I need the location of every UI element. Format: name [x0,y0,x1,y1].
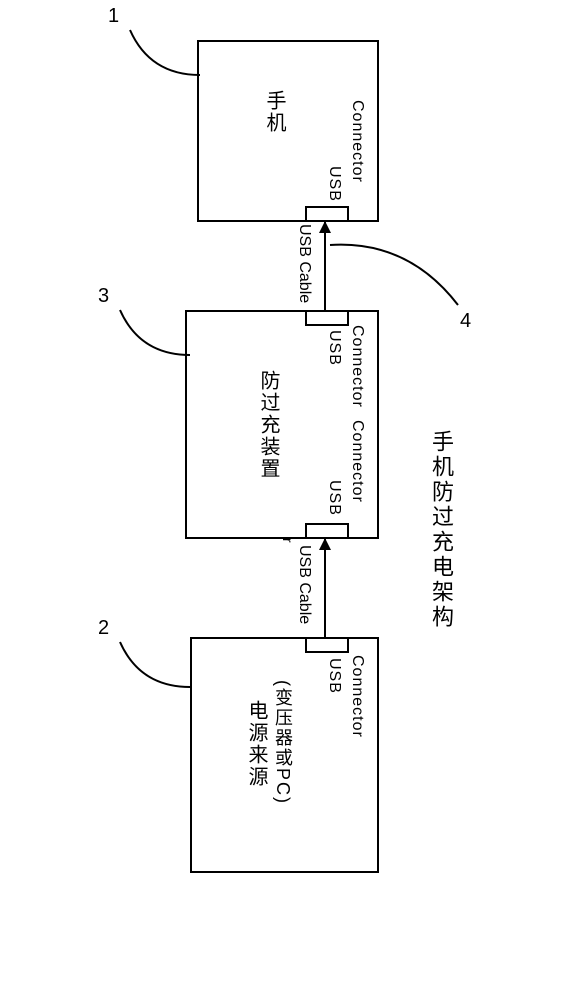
cable-b-label: USB Cable [295,224,313,303]
leader-3 [110,300,200,380]
device-port-in-conn: Connector [348,420,366,503]
phone-port-label-usb: USB [325,166,343,202]
device-label: 防过充装置 [254,370,283,480]
leader-num-3: 3 [98,285,109,308]
device-port-out-usb: USB [325,330,343,366]
leader-2 [110,632,200,712]
power-usb-port [305,637,349,653]
leader-4 [328,230,468,320]
leader-num-1: 1 [108,5,119,28]
device-port-out-conn: Connector [348,325,366,408]
power-port-usb: USB [325,658,343,694]
device-port-in-usb: USB [325,480,343,516]
phone-usb-port [305,206,349,222]
power-label-2: (变压器或PC) [270,680,296,805]
leader-num-4: 4 [460,310,471,333]
diagram-caption: 手机防过充电架构 [425,430,457,630]
leader-1 [120,20,210,100]
cable-b-arrow [324,222,326,310]
leader-num-2: 2 [98,617,109,640]
stray-char: r [280,538,296,543]
device-port-out [305,310,349,326]
device-port-in [305,523,349,539]
cable-a-label: USB Cable [295,545,313,624]
phone-label: 手机 [260,90,289,134]
power-label-1: 电源来源 [242,700,271,788]
power-port-conn: Connector [348,655,366,738]
cable-a-arrow [324,539,326,637]
phone-port-label-connector: Connector [348,100,366,183]
